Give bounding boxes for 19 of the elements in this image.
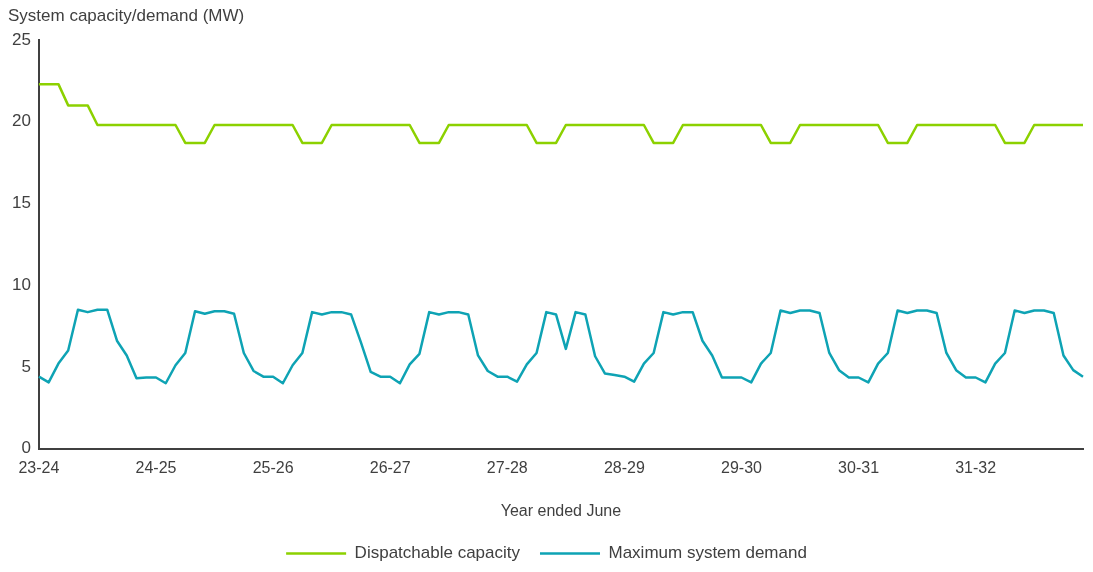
legend-label: Maximum system demand — [608, 543, 807, 563]
x-axis-title: Year ended June — [500, 501, 622, 519]
y-tick-label: 0 — [21, 438, 31, 458]
y-tick-label: 5 — [21, 356, 31, 376]
x-tick-label: 29-30 — [721, 458, 763, 476]
x-tick-label: 30-31 — [838, 458, 880, 476]
legend-label: Dispatchable capacity — [354, 543, 521, 563]
x-tick-label: 31-32 — [955, 458, 997, 476]
x-tick-label: 26-27 — [369, 458, 411, 476]
x-tick-label: 27-28 — [486, 458, 528, 476]
x-tick-label: 25-26 — [252, 458, 294, 476]
x-tick-label: 28-29 — [603, 458, 645, 476]
y-tick-label: 20 — [11, 111, 31, 131]
x-tick-label: 24-25 — [135, 458, 177, 476]
y-axis-title: System capacity/demand (MW) — [8, 6, 245, 26]
x-tick-label: 23-24 — [18, 458, 60, 476]
y-tick-label: 15 — [11, 193, 31, 213]
y-tick-label: 10 — [11, 274, 31, 294]
y-tick-label: 25 — [11, 29, 31, 49]
